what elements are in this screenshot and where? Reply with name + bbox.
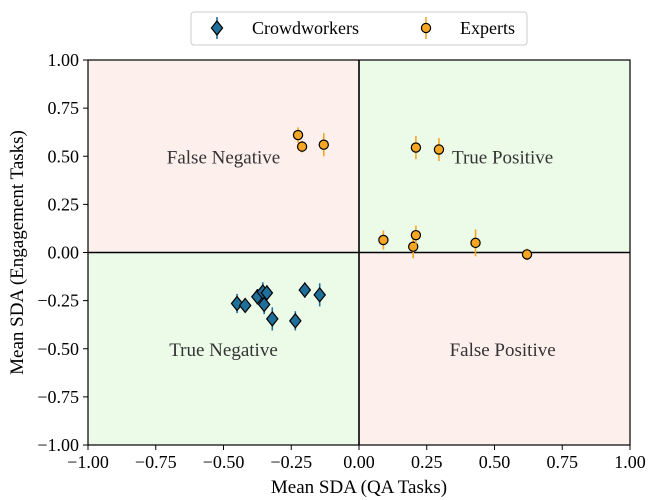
x-tick-label: 0.25 <box>411 452 443 472</box>
experts-point <box>410 142 422 153</box>
x-tick-label: 0.75 <box>547 452 579 472</box>
quadrant-bg-false-positive <box>359 252 630 445</box>
quadrant-label-false-negative: False Negative <box>167 147 280 168</box>
crowdworkers-point <box>230 295 244 312</box>
crowdworkers-point <box>313 286 327 303</box>
x-tick-label: 0.00 <box>343 452 375 472</box>
quadrant-label-false-positive: False Positive <box>450 340 556 361</box>
experts-point <box>410 229 422 241</box>
y-tick-label: 0.75 <box>48 98 80 118</box>
legend-item-experts <box>420 17 432 39</box>
experts-point <box>318 139 329 150</box>
legend-label-experts: Experts <box>460 18 515 38</box>
legend-item-crowdworkers <box>210 17 224 39</box>
experts-point <box>378 234 389 246</box>
data-points <box>230 127 533 331</box>
quadrant-bg-true-positive <box>359 60 630 253</box>
crowdworkers-point <box>260 284 274 301</box>
y-tick-label: 0.00 <box>48 243 80 263</box>
crowdworkers-point <box>288 312 302 329</box>
y-tick-label: −1.00 <box>37 435 79 455</box>
crowdworkers-point <box>238 297 252 314</box>
y-tick-label: −0.50 <box>37 339 79 359</box>
quadrant-label-true-positive: True Positive <box>452 147 553 168</box>
x-tick-label: −0.75 <box>135 452 177 472</box>
y-tick-label: −0.25 <box>37 291 79 311</box>
x-tick-label: −1.00 <box>67 452 109 472</box>
zero-lines <box>88 60 630 445</box>
quadrant-labels: False Negative True Positive True Negative… <box>167 147 556 361</box>
y-tick-label: 1.00 <box>48 50 80 70</box>
quadrant-bg-true-negative <box>88 252 359 445</box>
y-axis-label: Mean SDA (Engagement Tasks) <box>7 130 28 375</box>
y-tick-label: −0.75 <box>37 387 79 407</box>
y-tick-label: 0.50 <box>48 146 80 166</box>
experts-point <box>296 141 308 152</box>
legend-diamond-marker <box>210 20 224 36</box>
x-tick-label: 0.50 <box>479 452 511 472</box>
crowdworkers-point <box>257 296 271 313</box>
x-tick-label: −0.50 <box>203 452 245 472</box>
x-axis-label: Mean SDA (QA Tasks) <box>271 477 447 498</box>
experts-point <box>292 129 304 141</box>
x-tick-label: −0.25 <box>270 452 312 472</box>
crowdworkers-point <box>298 282 312 298</box>
legend-label-crowdworkers: Crowdworkers <box>252 18 359 38</box>
crowdworkers-point <box>265 310 279 327</box>
experts-point <box>433 144 445 155</box>
quadrant-backgrounds <box>88 60 630 445</box>
legend-box <box>190 11 528 46</box>
quadrant-label-true-negative: True Negative <box>169 340 278 361</box>
axis-ticks: −1.00 −0.75 −0.50 −0.25 0.00 0.25 0.50 0.75 1.00… <box>37 50 645 472</box>
x-tick-label: 1.00 <box>614 452 646 472</box>
legend: Crowdworkers Experts <box>190 11 528 46</box>
experts-point <box>521 249 533 260</box>
y-tick-label: 0.25 <box>48 194 80 214</box>
experts-point <box>470 237 481 249</box>
quadrant-bg-false-negative <box>88 60 359 253</box>
legend-circle-marker <box>420 22 432 34</box>
